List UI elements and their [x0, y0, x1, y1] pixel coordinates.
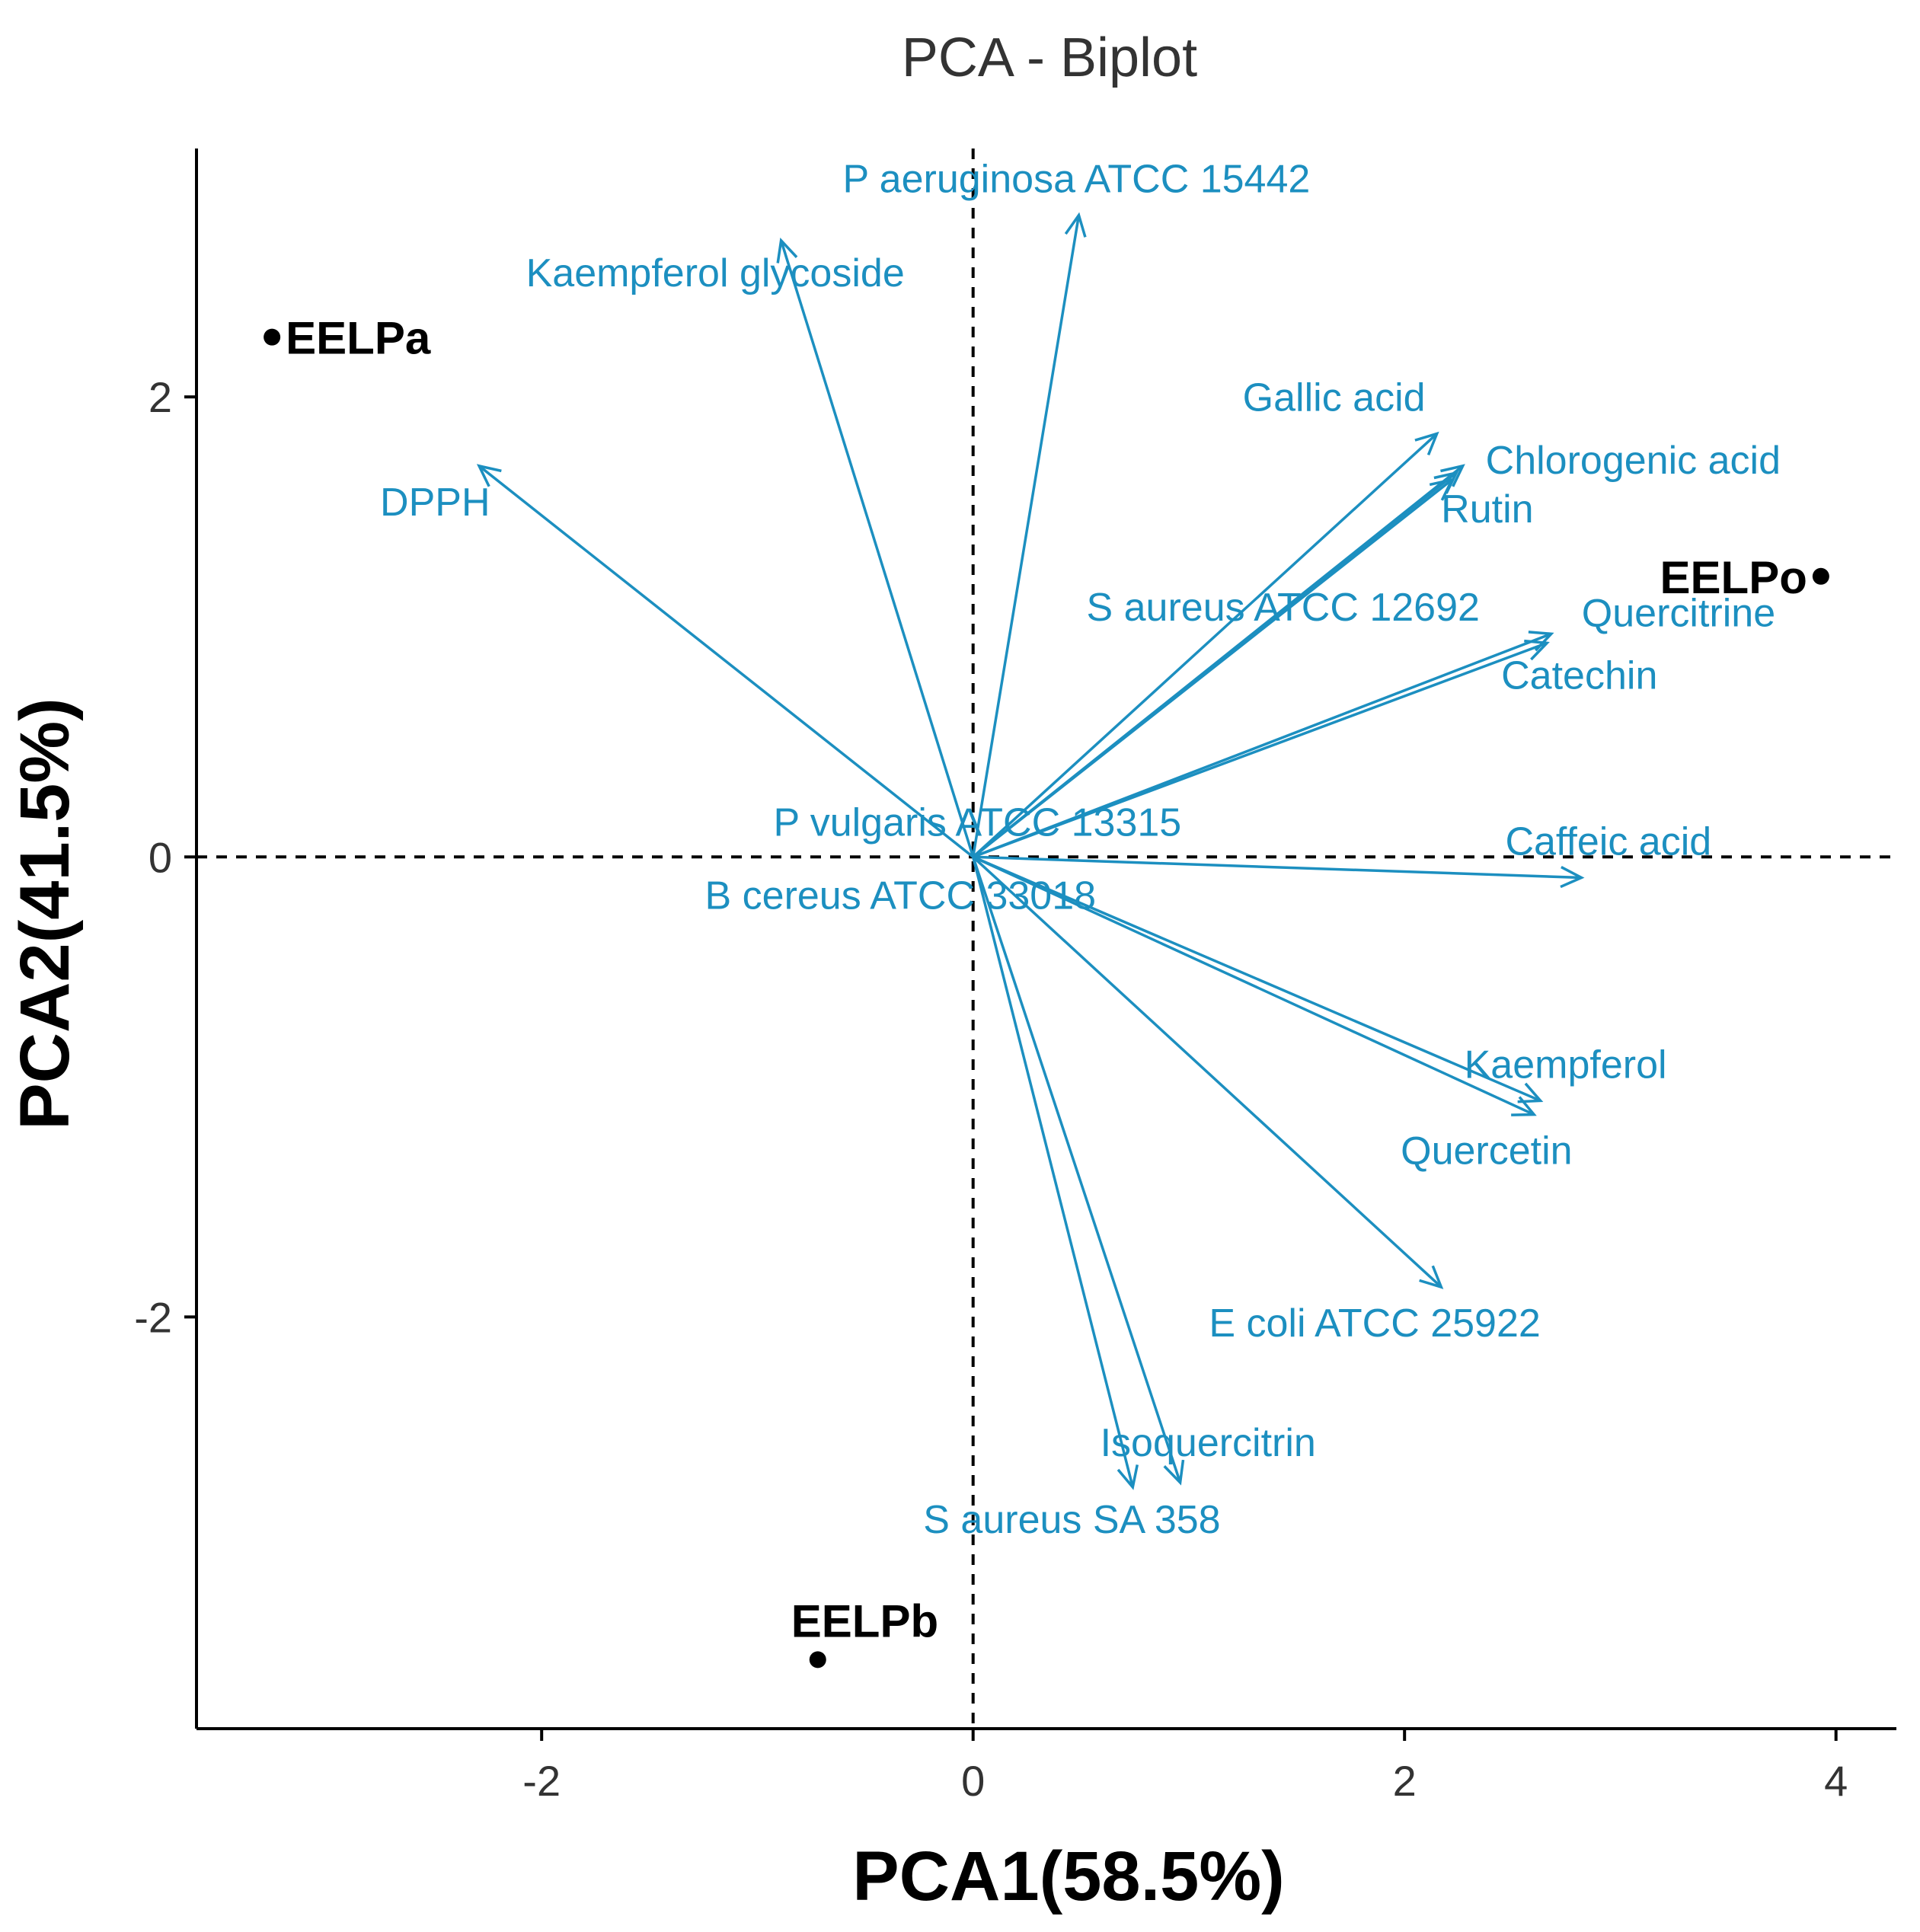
x-tick-label: 0	[961, 1757, 985, 1805]
x-tick-label: -2	[522, 1757, 561, 1805]
arrow-shaft	[971, 856, 1134, 1488]
arrow-s-aureus-sa-358	[971, 856, 1139, 1490]
arrow-head	[776, 237, 798, 263]
arrow-shaft	[973, 855, 1541, 1103]
chart-title: PCA - Biplot	[902, 27, 1197, 88]
arrow-dpph	[476, 464, 974, 858]
point-label-eelpo: EELPo	[1660, 552, 1807, 603]
arrow-head	[1414, 431, 1439, 456]
point-eelpo	[1812, 567, 1829, 585]
variable-arrows	[476, 212, 1585, 1490]
arrow-shaft	[972, 855, 1535, 1116]
x-tick-label: 2	[1393, 1757, 1417, 1805]
x-axis-title: PCA1(58.5%)	[852, 1838, 1285, 1915]
variable-label-p-vulgaris-atcc-13315: P vulgaris ATCC 13315	[774, 800, 1182, 845]
arrow-kaempferol-glycoside	[776, 237, 975, 857]
variable-label-p-aeruginosa-atcc-15442: P aeruginosa ATCC 15442	[842, 158, 1310, 202]
arrow-isoquercitrin	[972, 856, 1185, 1486]
arrow-head	[1517, 1082, 1544, 1103]
y-axis-title: PCA2(41.5%)	[6, 698, 84, 1130]
arrow-shaft	[973, 641, 1548, 858]
variable-label-quercitrine: Quercitrine	[1582, 591, 1775, 635]
arrow-kaempferol	[973, 855, 1544, 1103]
arrow-catechin	[973, 639, 1550, 858]
arrow-head	[1440, 464, 1465, 487]
arrow-head	[1064, 212, 1087, 238]
arrow-shaft	[478, 465, 974, 858]
point-label-eelpa: EELPa	[286, 313, 431, 364]
arrow-head	[1117, 1464, 1139, 1490]
arrow-head	[476, 464, 502, 487]
x-tick-label: 4	[1824, 1757, 1848, 1805]
variable-label-rutin: Rutin	[1441, 487, 1533, 532]
arrow-head	[1429, 477, 1455, 501]
variable-label-kaempferol: Kaempferol	[1465, 1043, 1667, 1087]
variable-label-gallic-acid: Gallic acid	[1243, 376, 1426, 420]
variable-label-caffeic-acid: Caffeic acid	[1505, 819, 1711, 864]
reference-lines	[196, 148, 1896, 1729]
arrow-p-aeruginosa-atcc-15442	[971, 212, 1087, 857]
y-tick-label: 0	[149, 833, 172, 881]
arrow-gallic-acid	[972, 431, 1439, 858]
arrow-shaft	[972, 433, 1438, 858]
arrow-quercetin	[972, 855, 1537, 1116]
arrow-head	[1560, 865, 1585, 889]
arrow-head	[1511, 1096, 1537, 1116]
arrow-shaft	[973, 855, 1582, 880]
variable-label-catechin: Catechin	[1501, 653, 1657, 698]
point-label-eelpb: EELPb	[791, 1595, 938, 1646]
point-eelpb	[809, 1651, 826, 1669]
variable-label-dpph: DPPH	[380, 481, 490, 525]
arrow-shaft	[972, 856, 1182, 1483]
variable-label-s-aureus-atcc-12692: S aureus ATCC 12692	[1087, 586, 1480, 630]
variable-label-chlorogenic-acid: Chlorogenic acid	[1486, 439, 1781, 483]
arrow-head	[1163, 1459, 1185, 1486]
variable-label-e-coli-atcc-25922: E coli ATCC 25922	[1209, 1301, 1540, 1346]
arrow-head	[1524, 639, 1550, 661]
variable-label-kaempferol-glycoside: Kaempferol glycoside	[526, 251, 905, 295]
arrow-shaft	[972, 478, 1453, 858]
axes: -2 0 2 4 -2 0 2	[134, 148, 1896, 1805]
arrow-e-coli-atcc-25922	[972, 855, 1444, 1289]
arrow-shaft	[972, 855, 1442, 1289]
arrow-caffeic-acid	[973, 855, 1585, 889]
variable-label-s-aureus-sa-358: S aureus SA 358	[923, 1498, 1220, 1542]
variable-label-quercetin: Quercetin	[1401, 1129, 1572, 1174]
variable-label-b-cereus-atcc-33018: B cereus ATCC 33018	[705, 873, 1097, 918]
y-tick-label: -2	[134, 1293, 172, 1341]
arrow-head	[1419, 1265, 1444, 1289]
variable-labels: P aeruginosa ATCC 15442 Kaempferol glycos…	[380, 158, 1781, 1542]
point-eelpa	[264, 328, 281, 346]
arrow-s-aureus-atcc-12692	[972, 477, 1455, 858]
y-tick-label: 2	[149, 373, 172, 421]
arrow-shaft	[971, 215, 1081, 857]
arrow-shaft	[779, 240, 975, 857]
individual-points: EELPa EELPo EELPb	[264, 313, 1829, 1669]
variable-label-isoquercitrin: Isoquercitrin	[1101, 1421, 1316, 1465]
